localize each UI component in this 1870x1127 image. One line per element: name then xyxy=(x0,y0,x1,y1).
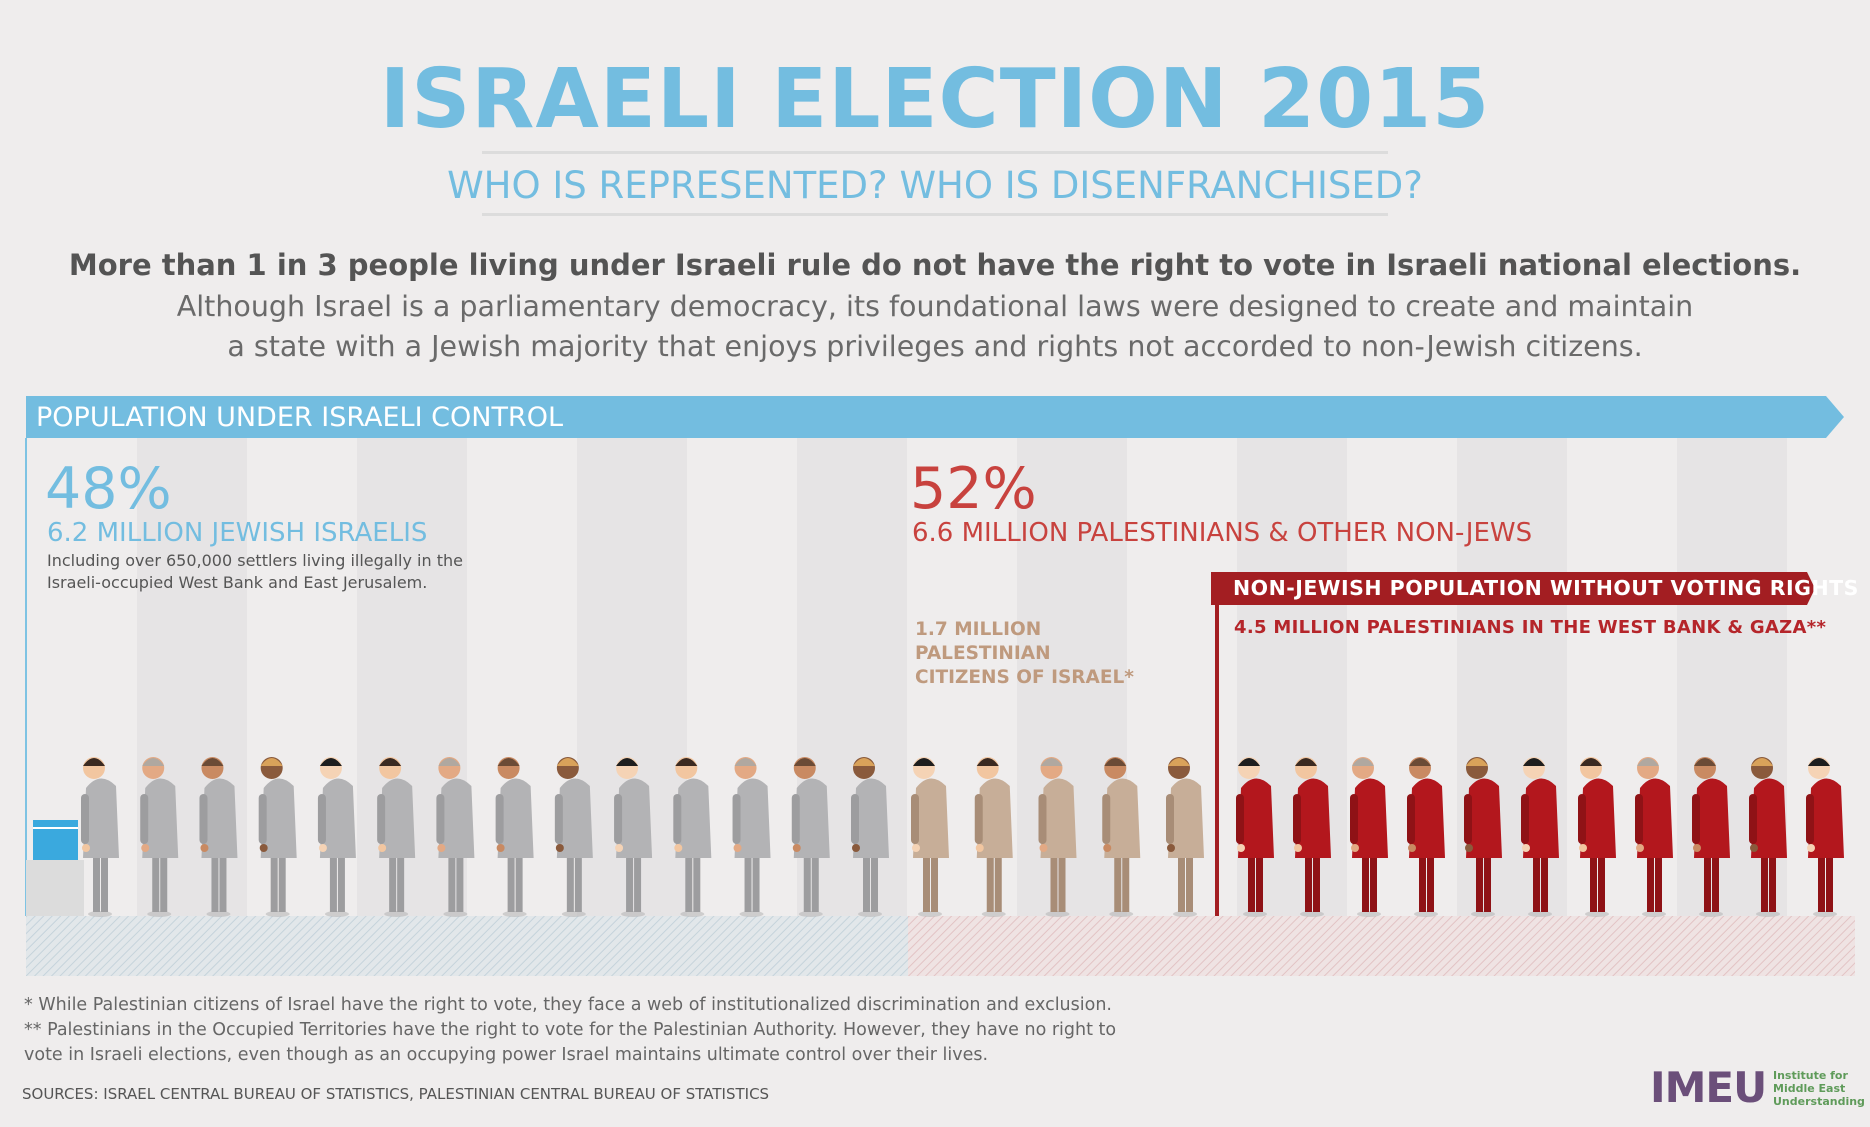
body-text-line-1: Although Israel is a parliamentary democ… xyxy=(176,290,1694,323)
footnote-2-continued: vote in Israeli elections, even though a… xyxy=(24,1045,989,1065)
jewish-percent: 48% xyxy=(45,456,172,522)
occupied-palestinian-figure xyxy=(1749,757,1787,917)
jewish-israeli-figure xyxy=(258,757,297,917)
non-jewish-population-label: 6.6 MILLION PALESTINIANS & OTHER NON-JEW… xyxy=(912,518,1533,548)
occupied-palestinian-figure xyxy=(1578,757,1616,917)
occupied-territories-label: 4.5 MILLION PALESTINIANS IN THE WEST BAN… xyxy=(1234,617,1827,638)
palestinian-citizen-figure xyxy=(1166,757,1204,917)
logo-line-2: Middle East xyxy=(1773,1082,1846,1095)
jewish-israeli-figure xyxy=(317,757,356,917)
jewish-israeli-figure xyxy=(732,757,771,917)
population-banner xyxy=(26,396,1844,438)
sources: SOURCES: ISRAEL CENTRAL BUREAU OF STATIS… xyxy=(22,1085,770,1103)
occupied-palestinian-figure xyxy=(1635,757,1673,917)
no-voting-rights-divider xyxy=(1215,605,1219,917)
logo-line-3: Understanding xyxy=(1773,1095,1865,1108)
left-bracket-line xyxy=(25,438,27,916)
settlers-note: Including over 650,000 settlers living i… xyxy=(47,551,463,592)
palestinian-citizen-figure xyxy=(1102,757,1141,917)
lead-statement: More than 1 in 3 people living under Isr… xyxy=(68,248,1802,282)
occupied-palestinian-figure xyxy=(1521,757,1559,917)
population-banner-label: POPULATION UNDER ISRAELI CONTROL xyxy=(36,402,563,433)
occupied-palestinian-figure xyxy=(1407,757,1445,917)
occupied-palestinian-figure xyxy=(1464,757,1502,917)
jewish-israeli-figure xyxy=(436,757,475,917)
jewish-israeli-figure xyxy=(199,757,238,917)
no-voting-rights-banner xyxy=(1211,572,1815,605)
palestinian-citizen-figure xyxy=(974,757,1013,917)
jewish-israeli-figure xyxy=(791,757,830,917)
footnote-1: * While Palestinian citizens of Israel h… xyxy=(24,995,1112,1015)
palestinian-citizens-line-2: CITIZENS OF ISRAEL* xyxy=(915,667,1134,688)
subtitle-divider xyxy=(482,213,1388,216)
body-text-line-2: a state with a Jewish majority that enjo… xyxy=(227,330,1643,363)
occupied-palestinian-figure xyxy=(1293,757,1331,917)
imeu-logo-subtitle: Institute for Middle East Understanding xyxy=(1773,1069,1865,1108)
jewish-israeli-figure xyxy=(673,757,712,917)
palestinian-citizen-figure xyxy=(911,757,949,917)
occupied-palestinian-figure xyxy=(1692,757,1730,917)
palestinian-citizen-figure xyxy=(1038,757,1077,917)
palestinian-citizens-line-1: 1.7 MILLION PALESTINIAN xyxy=(915,619,1051,664)
jewish-israeli-figure xyxy=(851,757,889,917)
jewish-israeli-figure xyxy=(377,757,416,917)
jewish-israeli-figure xyxy=(140,757,179,917)
palestinian-citizens-label: 1.7 MILLION PALESTINIAN CITIZENS OF ISRA… xyxy=(915,618,1175,690)
jewish-population-label: 6.2 MILLION JEWISH ISRAELIS xyxy=(47,518,428,548)
jewish-israeli-figure xyxy=(614,757,653,917)
footnote-2: ** Palestinians in the Occupied Territor… xyxy=(24,1020,1117,1040)
jewish-israeli-figure xyxy=(554,757,593,917)
page-title: ISRAELI ELECTION 2015 xyxy=(379,52,1491,147)
non-jewish-percent: 52% xyxy=(910,456,1037,522)
logo-line-1: Institute for xyxy=(1773,1069,1848,1082)
ground-hatch xyxy=(26,916,1855,976)
imeu-logo[interactable]: IMEU xyxy=(1650,1063,1767,1112)
occupied-palestinian-figure xyxy=(1350,757,1388,917)
jewish-israeli-figure xyxy=(495,757,534,917)
ballot-box xyxy=(26,820,84,916)
occupied-palestinian-figure xyxy=(1806,757,1844,917)
voter-queue xyxy=(26,757,1844,917)
occupied-palestinian-figure xyxy=(1236,757,1274,917)
page-subtitle: WHO IS REPRESENTED? WHO IS DISENFRANCHIS… xyxy=(447,164,1423,207)
no-voting-rights-label: NON-JEWISH POPULATION WITHOUT VOTING RIG… xyxy=(1233,576,1859,600)
jewish-israeli-figure xyxy=(81,757,119,917)
title-divider xyxy=(482,151,1388,154)
